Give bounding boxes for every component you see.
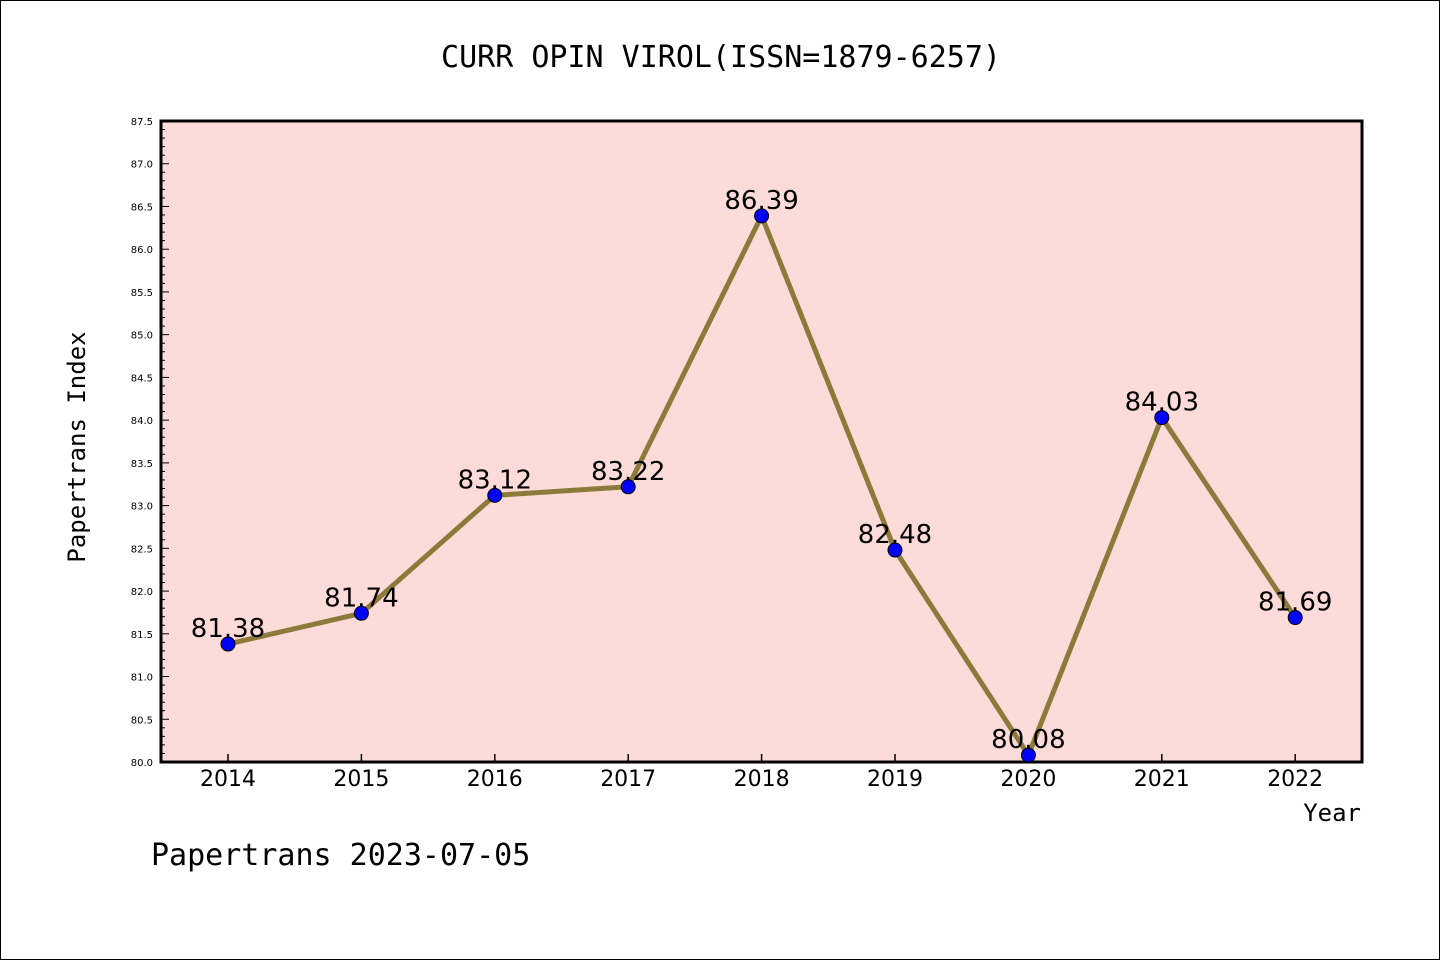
y-tick-label: 80.5 [131,715,153,726]
x-tick-label: 2021 [1134,767,1190,792]
x-tick-label: 2016 [467,767,523,792]
x-tick-label: 2020 [1000,767,1056,792]
x-axis-label: Year [1303,799,1361,827]
data-point [1020,747,1036,763]
y-tick-label: 84.5 [131,373,153,384]
x-axis: 2014 2015 2016 2017 2018 2019 2020 2021 2022 [200,754,1323,792]
y-tick-label: 81.0 [131,673,153,684]
plot-area [159,119,1364,764]
data-label: 82.48 [858,520,932,550]
x-tick-label: 2014 [200,767,256,792]
data-label: 83.12 [458,465,532,495]
data-point [887,542,903,558]
y-tick-label: 85.0 [131,331,153,342]
data-point [620,479,636,495]
series-group: 81.38 81.74 83.12 83.22 86.39 82.48 80.08 84.03… [191,186,1332,763]
y-tick-label: 81.5 [131,630,153,641]
data-point [1287,610,1303,626]
data-label: 81.69 [1258,588,1332,618]
x-tick-label: 2019 [867,767,923,792]
footer-text: Papertrans 2023-07-05 [151,838,530,873]
data-point [353,605,369,621]
x-tick-label: 2022 [1267,767,1323,792]
y-tick-label: 86.0 [131,245,153,256]
y-tick-label: 82.0 [131,587,153,598]
y-tick-label: 82.5 [131,544,153,555]
data-point [487,487,503,503]
data-label: 80.08 [991,725,1065,755]
chart-title: CURR OPIN VIROL(ISSN=1879-6257) [441,40,1001,75]
data-label: 83.22 [591,457,665,487]
data-label: 84.03 [1125,388,1199,418]
x-tick-label: 2015 [333,767,389,792]
y-tick-label: 87.0 [131,160,153,171]
x-tick-label: 2018 [734,767,790,792]
y-tick-label: 83.5 [131,459,153,470]
y-axis: 80.0 80.5 81.0 81.5 82.0 82.5 83.0 83.5 84.0 84.5… [131,117,169,769]
y-tick-label: 84.0 [131,416,153,427]
y-tick-label: 80.0 [131,758,153,769]
y-tick-label: 83.0 [131,502,153,513]
x-tick-label: 2017 [600,767,656,792]
data-label: 81.74 [324,583,398,613]
data-point [1154,410,1170,426]
y-tick-label: 87.5 [131,117,153,128]
data-point [754,208,770,224]
y-tick-label: 85.5 [131,288,153,299]
y-tick-label: 86.5 [131,202,153,213]
y-axis-label: Papertrans Index [63,331,91,562]
data-label: 86.39 [724,186,798,216]
data-label: 81.38 [191,614,265,644]
data-point [220,636,236,652]
